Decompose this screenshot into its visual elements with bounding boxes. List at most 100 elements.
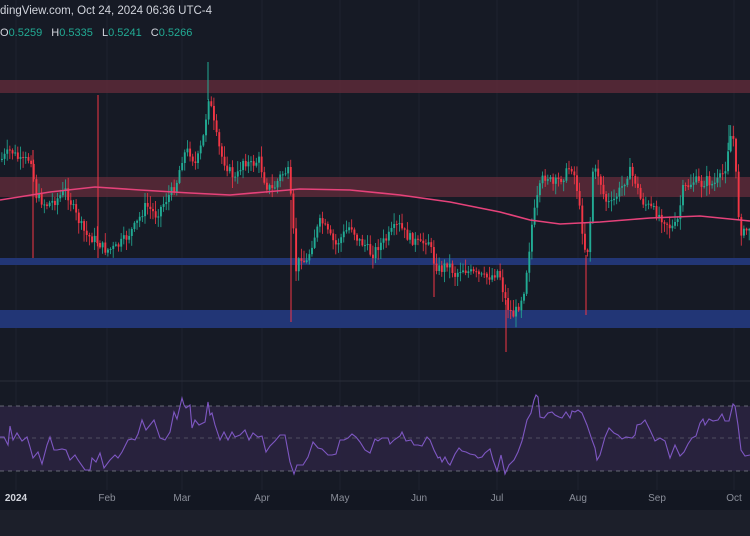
candle-down xyxy=(485,273,488,278)
candle-down xyxy=(435,263,438,272)
open-key: O xyxy=(0,27,9,39)
candle-up xyxy=(1,158,3,160)
candle-up xyxy=(186,148,189,153)
candle-up xyxy=(234,176,237,178)
candle-up xyxy=(242,160,245,171)
candle-up xyxy=(398,223,401,225)
candle-down xyxy=(77,212,80,224)
time-axis[interactable]: 2024 Feb Mar Apr May Jun Jul Aug Sep Oct xyxy=(0,490,750,510)
candle-up xyxy=(183,152,186,164)
candle-up xyxy=(287,167,290,174)
candle-down xyxy=(440,265,443,272)
axis-label-jun: Jun xyxy=(410,493,428,504)
candle-up xyxy=(589,221,592,253)
candle-up xyxy=(520,300,523,311)
candle-up xyxy=(610,200,613,202)
candle-down xyxy=(149,206,152,209)
candle-up xyxy=(202,135,205,146)
candle-up xyxy=(228,167,231,172)
candle-down xyxy=(377,247,380,251)
candle-down xyxy=(152,208,154,212)
candle-up xyxy=(319,218,321,227)
candle-down xyxy=(223,156,226,166)
candle-up xyxy=(549,177,552,180)
candle-up xyxy=(165,202,168,205)
candle-down xyxy=(634,175,637,184)
candle-down xyxy=(263,172,266,183)
candle-down xyxy=(332,233,335,241)
candle-up xyxy=(279,174,282,182)
axis-label-aug: Aug xyxy=(569,493,587,504)
candle-down xyxy=(584,233,586,250)
candle-down xyxy=(194,161,197,163)
candle-down xyxy=(213,105,215,121)
candle-up xyxy=(470,269,472,272)
candle-up xyxy=(382,238,385,243)
candle-up xyxy=(112,245,115,249)
candle-up xyxy=(594,168,597,172)
candle-down xyxy=(356,234,358,241)
candle-up xyxy=(387,231,390,241)
candle-up xyxy=(743,228,745,236)
candle-up xyxy=(48,202,51,207)
candle-up xyxy=(170,187,173,196)
candle-down xyxy=(655,206,658,218)
candle-down xyxy=(493,275,496,278)
bottom-strip xyxy=(0,510,750,536)
candle-down xyxy=(509,309,512,311)
candle-down xyxy=(464,270,467,274)
low-value: 0.5241 xyxy=(108,27,142,39)
candle-up xyxy=(671,225,674,229)
candle-down xyxy=(220,146,223,157)
high-value: 0.5335 xyxy=(59,27,93,39)
candle-up xyxy=(51,200,54,203)
candle-down xyxy=(83,221,86,231)
candle-up xyxy=(276,181,279,188)
candle-down xyxy=(401,223,404,229)
candle-up xyxy=(692,182,695,185)
candle-up xyxy=(358,239,361,241)
candle-up xyxy=(647,203,650,205)
candle-up xyxy=(281,174,284,176)
candle-up xyxy=(644,204,647,206)
axis-label-mar: Mar xyxy=(173,493,191,504)
candle-up xyxy=(114,244,117,246)
candle-up xyxy=(313,237,316,248)
candle-up xyxy=(491,275,494,280)
candle-down xyxy=(271,185,274,188)
support-zone xyxy=(0,310,750,328)
candle-down xyxy=(488,277,491,280)
candle-down xyxy=(210,101,213,106)
candle-down xyxy=(740,217,743,236)
candle-down xyxy=(700,180,703,187)
candle-up xyxy=(716,177,719,183)
candle-up xyxy=(311,247,313,255)
candle-up xyxy=(525,272,528,294)
candle-up xyxy=(120,238,123,247)
candle-down xyxy=(27,156,30,161)
candle-down xyxy=(54,200,56,206)
candle-up xyxy=(197,153,199,163)
candle-up xyxy=(247,161,250,167)
candle-down xyxy=(295,228,298,272)
candle-up xyxy=(340,237,343,244)
candle-up xyxy=(695,176,698,183)
candle-down xyxy=(154,211,157,218)
candle-up xyxy=(101,242,104,248)
candle-down xyxy=(422,240,425,244)
axis-label-apr: Apr xyxy=(254,493,270,504)
candle-down xyxy=(75,204,78,213)
candle-down xyxy=(353,229,356,235)
axis-label-feb: Feb xyxy=(98,493,116,504)
candle-down xyxy=(266,182,268,190)
candle-down xyxy=(369,244,372,255)
candle-up xyxy=(565,168,568,181)
moving-average-line xyxy=(0,186,750,225)
candle-up xyxy=(658,214,661,218)
candle-up xyxy=(205,119,207,136)
candle-down xyxy=(650,203,653,207)
candle-up xyxy=(713,182,716,184)
candle-up xyxy=(61,190,64,196)
candle-up xyxy=(273,187,276,189)
